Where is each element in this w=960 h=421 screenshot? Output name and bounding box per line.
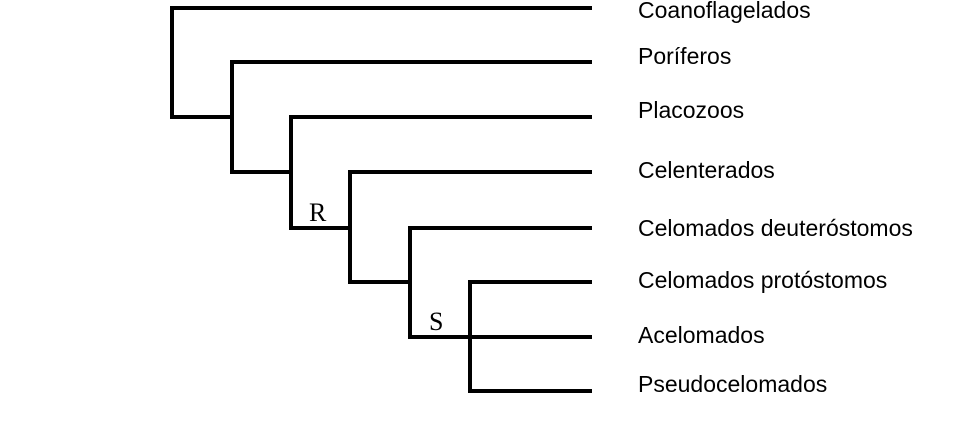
leaf-label: Pseudocelomados <box>638 371 827 397</box>
leaf-label: Poríferos <box>638 43 731 69</box>
leaf-label: Acelomados <box>638 322 765 348</box>
branch <box>408 226 592 339</box>
leaf-label: Coanoflagelados <box>638 0 811 23</box>
leaf-label: Celomados deuteróstomos <box>638 215 913 241</box>
branch <box>230 60 592 174</box>
branch <box>289 115 592 230</box>
leaf-label: Celenterados <box>638 157 775 183</box>
leaf-label: Celomados protóstomos <box>638 267 887 293</box>
branches <box>170 6 592 393</box>
branch <box>170 6 592 119</box>
branch <box>468 280 592 393</box>
node-label: R <box>309 198 327 227</box>
branch <box>348 170 592 284</box>
node-label: S <box>429 307 443 336</box>
leaf-label: Placozoos <box>638 97 744 123</box>
